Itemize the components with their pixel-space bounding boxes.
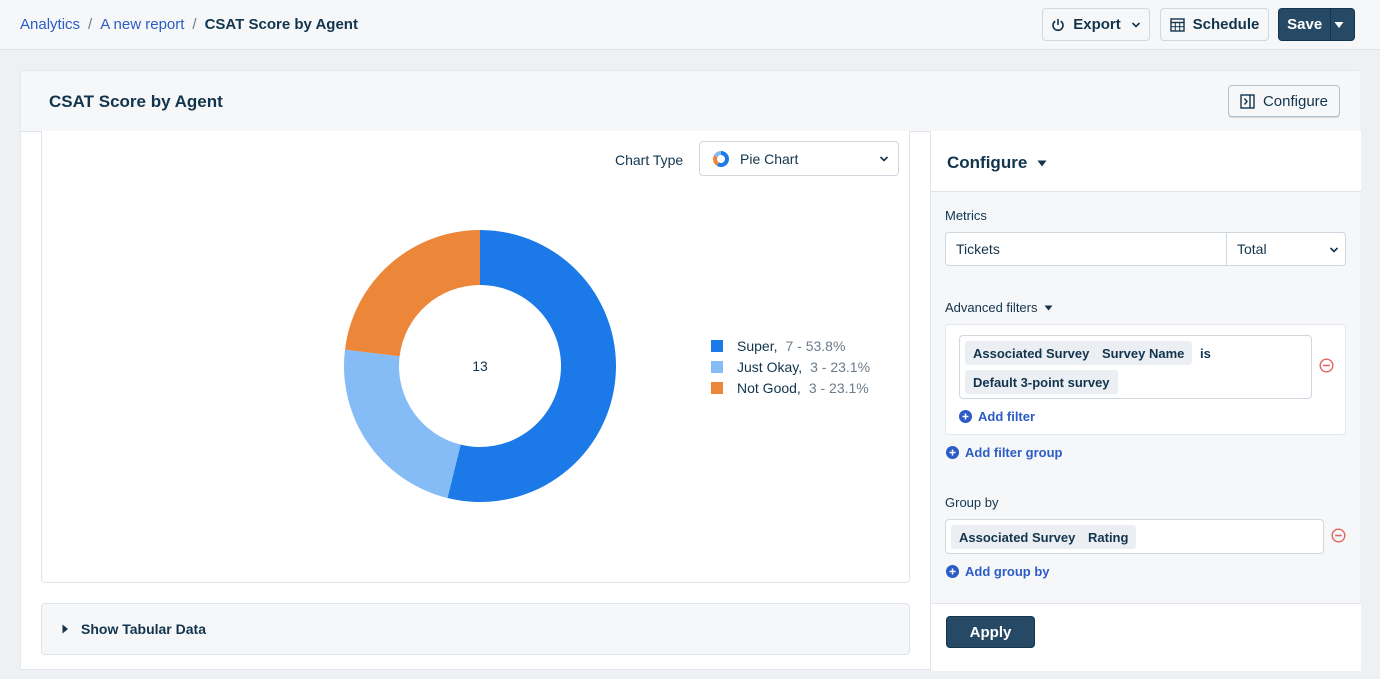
export-button[interactable]: Export: [1042, 8, 1150, 41]
remove-filter-icon[interactable]: [1319, 358, 1334, 373]
legend-value: 3 - 23.1%: [808, 379, 869, 396]
chevron-down-icon: [1131, 21, 1140, 28]
legend-item[interactable]: Super, 7 - 53.8%: [711, 335, 870, 356]
breadcrumb-separator: /: [192, 16, 197, 33]
caret-down-icon: [1044, 305, 1052, 310]
chevron-down-icon: [879, 156, 889, 162]
legend-item[interactable]: Just Okay, 3 - 23.1%: [711, 356, 870, 377]
add-filter-group-button[interactable]: Add filter group: [946, 445, 1063, 460]
breadcrumb: Analytics / A new report / CSAT Score by…: [20, 16, 358, 33]
panel-toggle-icon: [1240, 93, 1255, 109]
filter-condition[interactable]: Associated Survey Survey Name is Default…: [959, 335, 1312, 399]
caret-down-icon: [1037, 160, 1047, 166]
configure-panel-title[interactable]: Configure: [947, 153, 1047, 173]
chart-type-value: Pie Chart: [740, 150, 799, 167]
chart-type-label: Chart Type: [615, 152, 684, 168]
configure-toggle-button[interactable]: Configure: [1228, 85, 1340, 117]
show-tabular-data-toggle[interactable]: Show Tabular Data: [41, 603, 910, 655]
breadcrumb-current: CSAT Score by Agent: [204, 16, 358, 33]
add-filter-label: Add filter: [978, 409, 1036, 424]
add-group-by-button[interactable]: Add group by: [946, 564, 1050, 579]
page-title: CSAT Score by Agent: [49, 92, 223, 111]
metrics-label: Metrics: [945, 208, 987, 223]
legend-label: Just Okay,: [737, 358, 803, 375]
donut-slices: [344, 230, 616, 502]
metric-aggregation-value: Total: [1237, 241, 1267, 257]
legend-value: 7 - 53.8%: [785, 337, 846, 354]
plus-circle-icon: [946, 446, 959, 459]
advanced-filters-label: Advanced filters: [945, 300, 1038, 315]
add-group-by-label: Add group by: [965, 564, 1050, 579]
top-bar: Analytics / A new report / CSAT Score by…: [0, 0, 1380, 50]
donut-slice-0[interactable]: [447, 230, 616, 502]
export-icon: [1052, 18, 1064, 31]
group-by-chip[interactable]: Associated Survey: [951, 525, 1084, 549]
donut-slice-2[interactable]: [344, 230, 480, 357]
legend-swatch: [711, 381, 723, 394]
configure-toggle-label: Configure: [1262, 92, 1329, 110]
metric-value: Tickets: [956, 241, 1000, 257]
filter-subfield-chip[interactable]: Survey Name: [1094, 341, 1193, 365]
breadcrumb-analytics[interactable]: Analytics: [20, 16, 81, 33]
legend-item[interactable]: Not Good, 3 - 23.1%: [711, 377, 870, 398]
configure-panel-header: Configure: [931, 131, 1361, 192]
legend-label: Super,: [737, 337, 778, 354]
configure-panel: Configure Metrics Tickets Total Advanced…: [930, 131, 1361, 671]
chart-legend: Super, 7 - 53.8% Just Okay, 3 - 23.1% No…: [711, 335, 870, 398]
legend-value: 3 - 23.1%: [810, 358, 871, 375]
chart-type-select[interactable]: Pie Chart: [699, 141, 899, 176]
calendar-icon: [1169, 18, 1185, 32]
card-header: CSAT Score by Agent Configure: [21, 71, 1360, 132]
plus-circle-icon: [959, 410, 972, 423]
legend-label: Not Good,: [737, 379, 801, 396]
filter-operator: is: [1200, 346, 1211, 361]
show-tabular-data-label: Show Tabular Data: [81, 621, 206, 637]
donut-slice-1[interactable]: [344, 349, 461, 499]
export-label: Export: [1073, 16, 1121, 33]
group-by-field[interactable]: Associated Survey Rating: [945, 519, 1324, 554]
legend-swatch: [711, 339, 723, 352]
group-by-chip[interactable]: Rating: [1080, 525, 1137, 549]
apply-button[interactable]: Apply: [946, 616, 1035, 648]
donut-chart: 13: [344, 230, 616, 502]
report-card: CSAT Score by Agent Configure Chart Type…: [20, 70, 1361, 671]
pie-chart-icon: [713, 150, 729, 167]
schedule-button[interactable]: Schedule: [1160, 8, 1269, 41]
save-button[interactable]: Save: [1278, 8, 1355, 41]
plus-circle-icon: [946, 565, 959, 578]
save-label: Save: [1287, 16, 1323, 33]
caret-right-icon: [62, 624, 68, 634]
configure-panel-footer: Apply: [931, 603, 1361, 671]
schedule-label: Schedule: [1192, 16, 1260, 33]
caret-down-icon: [1334, 21, 1344, 28]
breadcrumb-report[interactable]: A new report: [100, 16, 185, 33]
chevron-down-icon: [1329, 247, 1339, 253]
advanced-filters-toggle[interactable]: Advanced filters: [945, 300, 1053, 315]
donut-center-total: 13: [472, 358, 488, 374]
legend-swatch: [711, 360, 723, 373]
add-filter-group-label: Add filter group: [965, 445, 1063, 460]
metric-select[interactable]: Tickets: [945, 232, 1227, 266]
remove-group-by-icon[interactable]: [1331, 528, 1346, 543]
metric-aggregation-select[interactable]: Total: [1226, 232, 1346, 266]
add-filter-button[interactable]: Add filter: [959, 409, 1035, 424]
filter-group: Associated Survey Survey Name is Default…: [945, 324, 1346, 435]
breadcrumb-separator: /: [88, 16, 93, 33]
group-by-label: Group by: [945, 495, 999, 510]
filter-value-chip[interactable]: Default 3-point survey: [965, 370, 1118, 394]
save-options-button[interactable]: [1330, 9, 1354, 40]
configure-panel-title-text: Configure: [947, 153, 1028, 172]
chart-panel: Chart Type Pie Chart 13 Super, 7 - 53.8%…: [41, 131, 910, 583]
filter-field-chip[interactable]: Associated Survey: [965, 341, 1098, 365]
